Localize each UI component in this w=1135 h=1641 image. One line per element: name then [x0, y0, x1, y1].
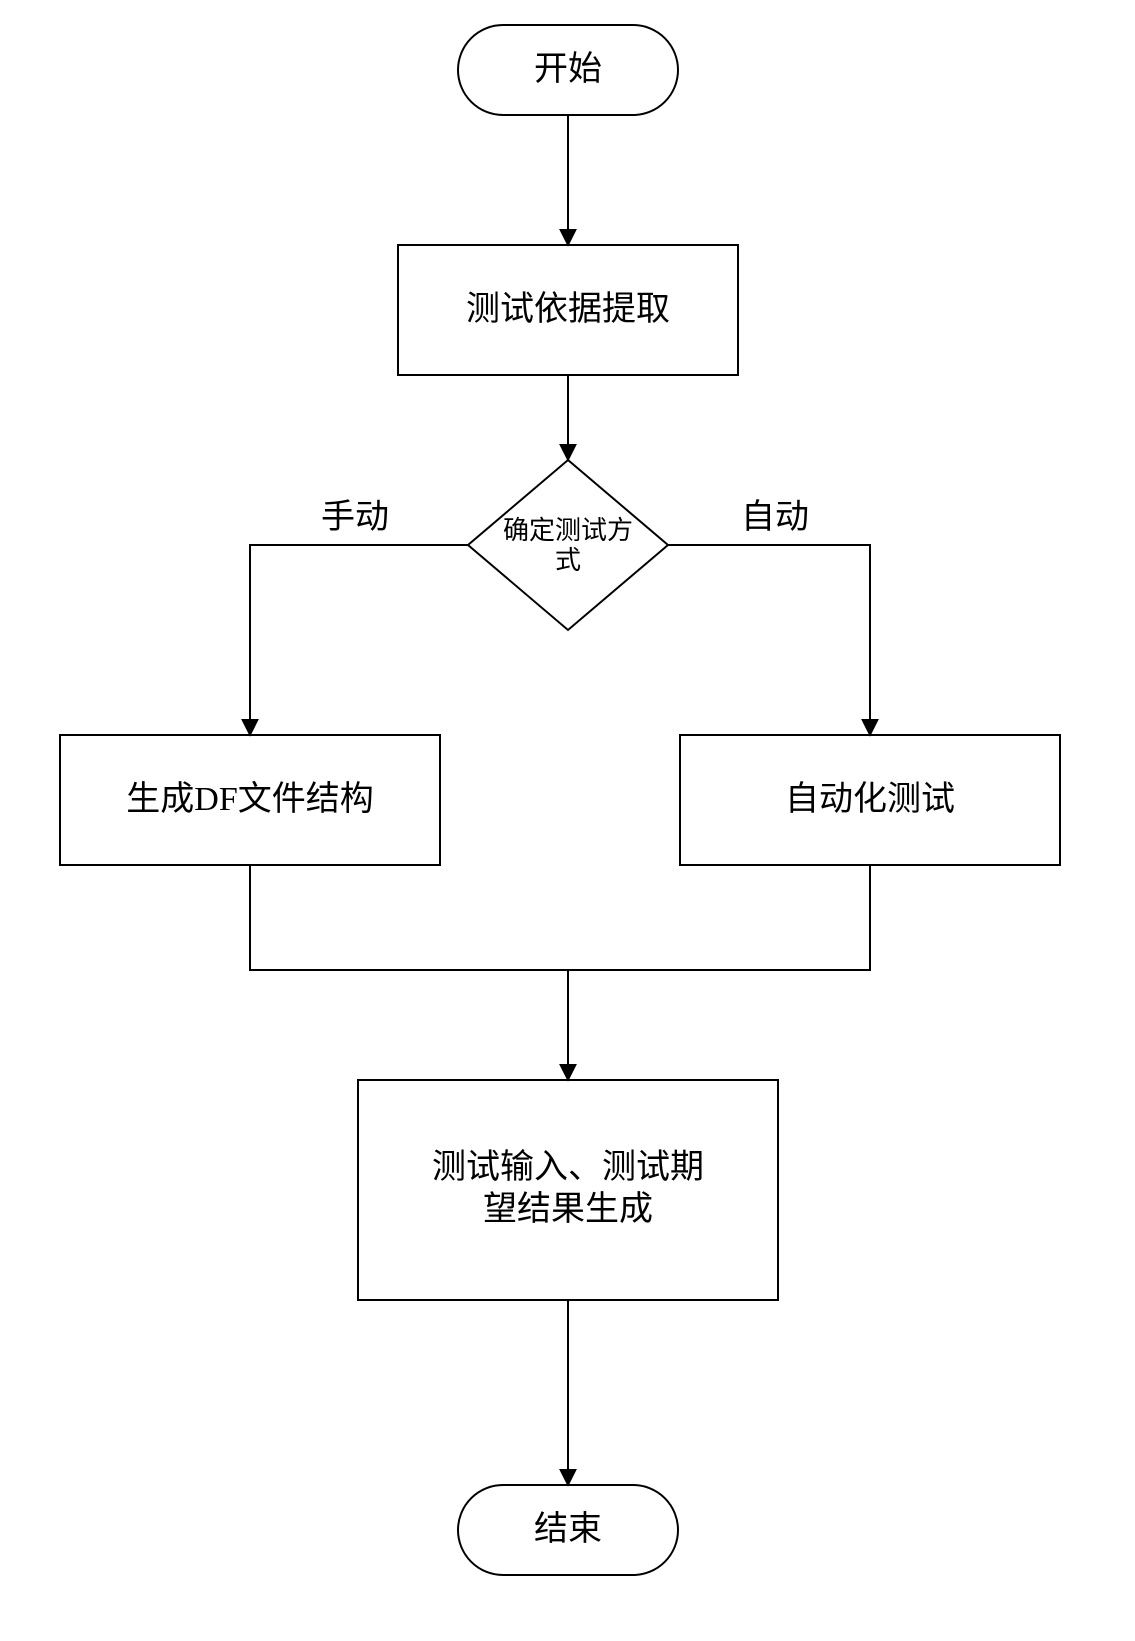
edge-auto-merge	[568, 865, 870, 970]
edge-decide-auto	[668, 545, 870, 735]
node-result-label-2: 望结果生成	[483, 1190, 653, 1228]
node-extract-label: 测试依据提取	[466, 290, 670, 328]
node-auto-label: 自动化测试	[785, 780, 955, 818]
edge-decide-gendf	[250, 545, 468, 735]
node-end-label: 结束	[534, 1510, 602, 1548]
node-decide-label-2: 式	[555, 546, 581, 575]
node-result-label-1: 测试输入、测试期	[432, 1148, 704, 1186]
edge-decide-gendf-label: 手动	[321, 498, 389, 536]
edge-gendf-merge	[250, 865, 568, 970]
node-gen-df-label: 生成DF文件结构	[126, 780, 373, 818]
node-decide-label-1: 确定测试方	[503, 516, 633, 545]
node-start-label: 开始	[534, 50, 602, 88]
edge-decide-auto-label: 自动	[741, 498, 809, 536]
